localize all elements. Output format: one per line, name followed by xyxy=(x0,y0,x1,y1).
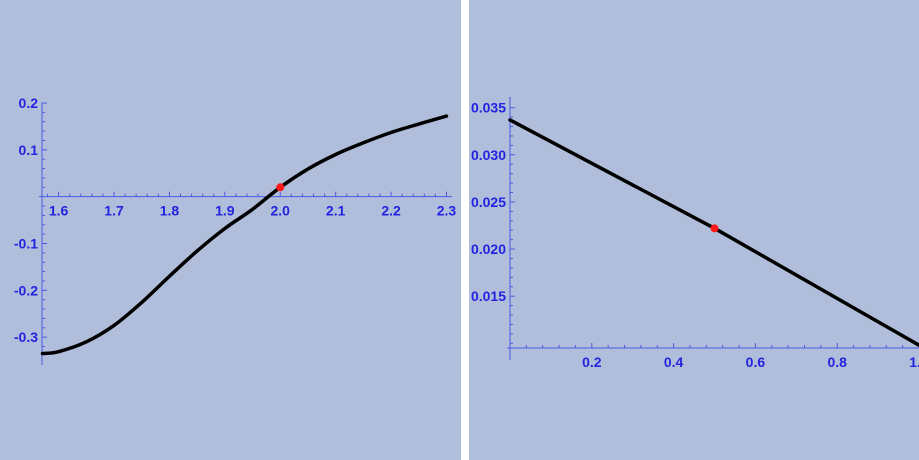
left-y-tick-label: 0.2 xyxy=(19,95,39,111)
left-plot: 1.6 1.7 1.8 1.9 2.0 2.1 2.2 2.3 -0.3 -0.2 -0.1 0.1 0… xyxy=(14,95,457,365)
right-y-tick-label: 0.020 xyxy=(471,241,506,257)
right-y-tick-label: 0.030 xyxy=(471,147,506,163)
left-y-tick-label: -0.1 xyxy=(14,235,38,251)
left-x-tick-label: 2.0 xyxy=(271,203,291,219)
right-plot: 0.2 0.4 0.6 0.8 1.0 0.015 0.020 0.025 0.030 0.035 xyxy=(471,97,919,370)
right-highlight-point xyxy=(710,224,719,233)
left-x-tick-label: 2.1 xyxy=(326,203,346,219)
right-x-tick-label: 0.6 xyxy=(746,354,766,370)
left-x-tick-label: 1.9 xyxy=(215,203,235,219)
right-y-tick-label: 0.025 xyxy=(471,194,506,210)
right-x-tick-label: 0.2 xyxy=(582,354,602,370)
left-y-tick-label: -0.2 xyxy=(14,282,38,298)
left-highlight-point xyxy=(276,183,285,192)
left-series-line xyxy=(40,114,449,356)
right-x-tick-label: 0.4 xyxy=(664,354,684,370)
left-x-tick-label: 1.8 xyxy=(160,203,180,219)
left-x-tick-label: 1.7 xyxy=(104,203,124,219)
right-x-tick-label: 0.8 xyxy=(827,354,847,370)
left-x-tick-label: 2.3 xyxy=(437,203,457,219)
right-y-tick-label: 0.035 xyxy=(471,100,506,116)
right-series-line xyxy=(508,118,919,347)
right-x-tick-label: 1.0 xyxy=(909,354,919,370)
left-y-tick-label: 0.1 xyxy=(19,142,39,158)
left-x-tick-label: 1.6 xyxy=(49,203,69,219)
left-plot-panel: 1.6 1.7 1.8 1.9 2.0 2.1 2.2 2.3 -0.3 -0.2 -0.1 0.1 0… xyxy=(0,0,461,460)
left-y-tick-label: -0.3 xyxy=(14,329,38,345)
right-plot-panel: 0.2 0.4 0.6 0.8 1.0 0.015 0.020 0.025 0.030 0.035 xyxy=(469,0,919,460)
left-x-tick-label: 2.2 xyxy=(381,203,401,219)
right-y-tick-label: 0.015 xyxy=(471,288,506,304)
